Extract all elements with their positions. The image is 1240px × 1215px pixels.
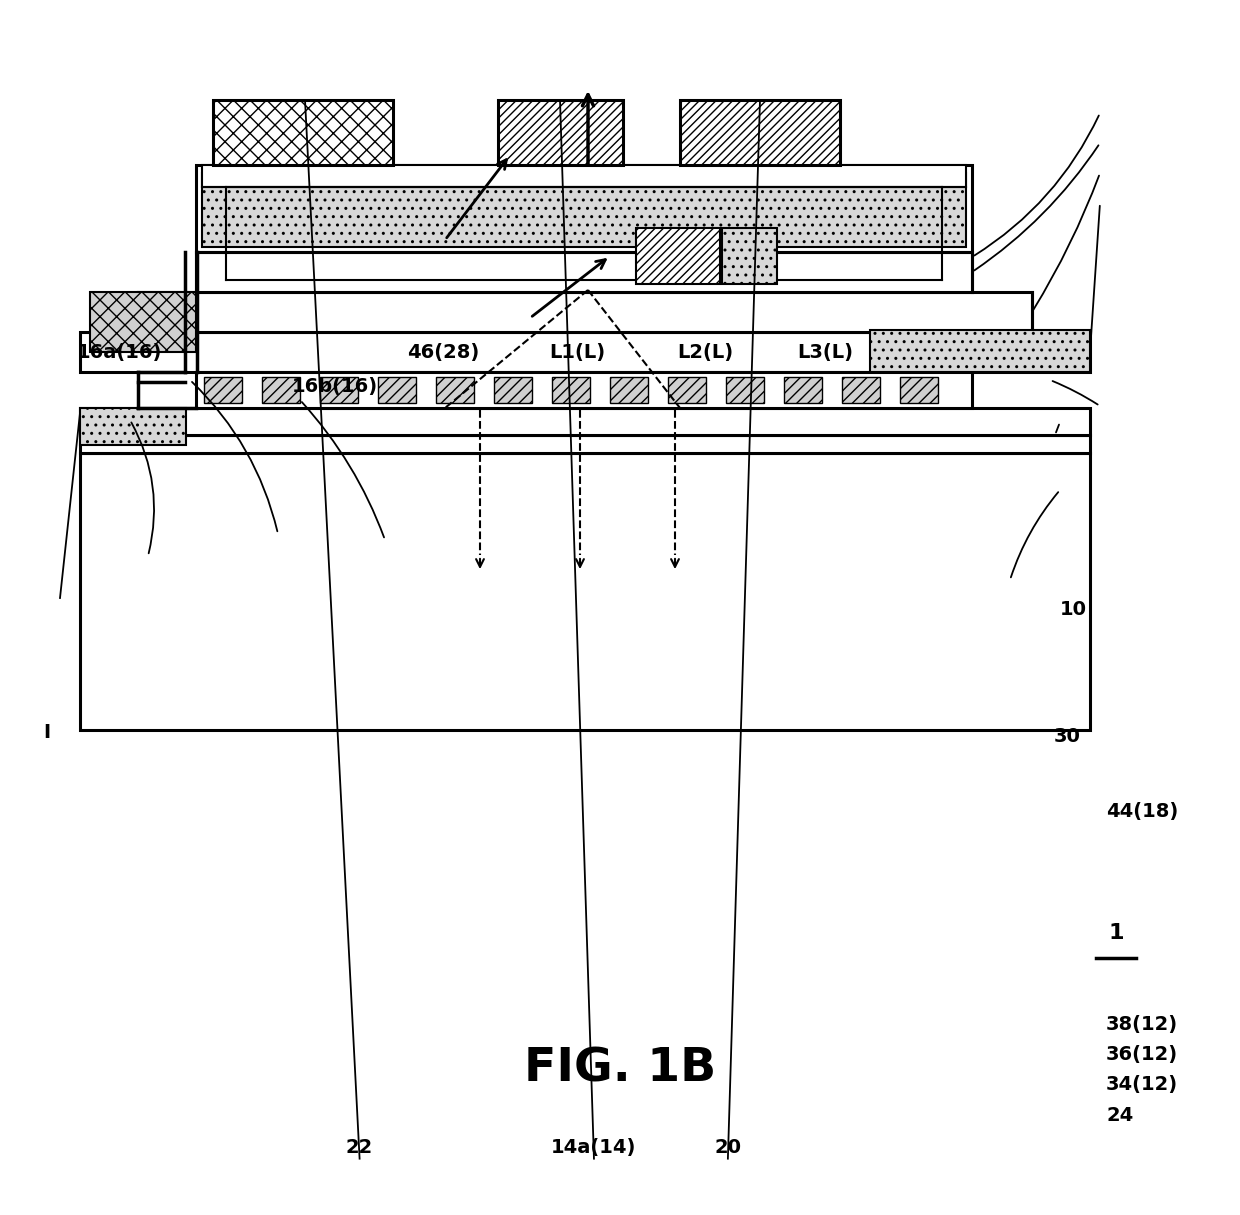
Text: 46(28): 46(28): [407, 343, 479, 362]
Bar: [196, 252, 972, 292]
Text: FIG. 1B: FIG. 1B: [523, 1046, 717, 1092]
Bar: [81, 408, 186, 445]
Bar: [900, 377, 937, 403]
Bar: [436, 377, 474, 403]
Bar: [668, 377, 706, 403]
Bar: [636, 228, 720, 284]
Text: 20: 20: [714, 1137, 742, 1157]
Bar: [196, 165, 972, 252]
Bar: [725, 377, 764, 403]
Text: 1: 1: [1109, 923, 1123, 943]
Text: 44(18): 44(18): [1106, 802, 1178, 821]
Text: 30: 30: [1054, 727, 1081, 746]
Text: L1(L): L1(L): [549, 343, 605, 362]
Bar: [91, 292, 196, 352]
Bar: [196, 372, 972, 408]
Bar: [81, 408, 1090, 435]
Bar: [494, 377, 532, 403]
Bar: [870, 330, 1090, 372]
Bar: [213, 100, 393, 165]
Text: 38(12): 38(12): [1106, 1015, 1178, 1034]
Bar: [722, 228, 777, 284]
Text: 16b(16): 16b(16): [291, 377, 377, 396]
Bar: [81, 332, 1090, 372]
Bar: [784, 377, 822, 403]
Bar: [81, 435, 1090, 453]
Text: L2(L): L2(L): [677, 343, 733, 362]
Text: 10: 10: [1060, 600, 1087, 620]
Bar: [552, 377, 590, 403]
Bar: [498, 100, 622, 165]
Text: I: I: [43, 723, 51, 742]
Text: 14a(14): 14a(14): [552, 1137, 636, 1157]
Bar: [680, 100, 839, 165]
Bar: [842, 377, 880, 403]
Bar: [202, 173, 966, 247]
Text: 36(12): 36(12): [1106, 1045, 1178, 1064]
Text: 34(12): 34(12): [1106, 1075, 1178, 1095]
Text: 16a(16): 16a(16): [77, 343, 162, 362]
Bar: [378, 377, 415, 403]
Bar: [81, 453, 1090, 730]
Bar: [205, 377, 242, 403]
Bar: [138, 292, 1032, 332]
Bar: [262, 377, 300, 403]
Text: 24: 24: [1106, 1106, 1133, 1125]
Text: 22: 22: [346, 1137, 373, 1157]
Bar: [320, 377, 358, 403]
Bar: [202, 165, 966, 187]
Text: L3(L): L3(L): [797, 343, 853, 362]
Bar: [610, 377, 649, 403]
